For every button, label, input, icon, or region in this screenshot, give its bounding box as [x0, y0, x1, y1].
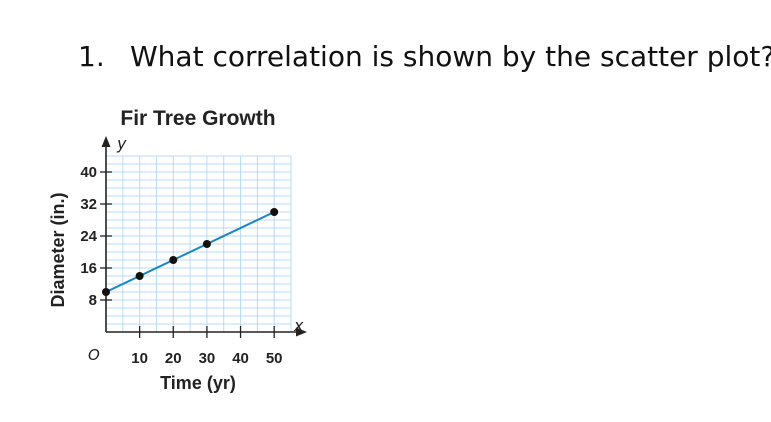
x-axis-title: Time (yr) [160, 373, 236, 393]
y-tick-label: 32 [80, 196, 97, 213]
question-text-row: 1. What correlation is shown by the scatt… [78, 40, 771, 73]
plot-axes [100, 136, 307, 338]
y-axis-arrow-icon [101, 136, 111, 147]
y-tick-label: 40 [80, 164, 97, 181]
y-axis-letter: y [116, 134, 127, 153]
x-tick-label: 50 [266, 350, 283, 367]
plot-labels: 8 16 24 32 40 10 20 30 40 50 Fir Tree Growth Time (… [48, 107, 304, 393]
question-number: 1. [78, 40, 105, 73]
data-point [102, 288, 110, 296]
data-point [135, 272, 144, 280]
x-tick-label: 20 [165, 350, 182, 367]
trend-line [105, 211, 275, 293]
chart-title: Fir Tree Growth [120, 107, 275, 130]
x-axis-arrow-icon [296, 327, 307, 337]
y-tick-label: 8 [89, 292, 97, 309]
origin-label: O [88, 346, 100, 364]
y-tick-label: 16 [80, 260, 97, 277]
plot-grid [106, 155, 292, 332]
x-tick-label: 30 [199, 350, 216, 367]
trend-line-group [105, 211, 275, 293]
x-tick-label: 40 [232, 350, 249, 367]
y-tick-label: 24 [80, 228, 97, 245]
data-point [169, 256, 178, 264]
x-tick-label: 10 [131, 350, 148, 367]
x-axis-letter: x [293, 316, 304, 335]
data-point [270, 208, 279, 216]
question-prompt: What correlation is shown by the scatter… [130, 40, 771, 73]
y-axis-title: Diameter (in.) [48, 192, 68, 307]
data-points [102, 208, 279, 296]
data-point [202, 240, 211, 248]
